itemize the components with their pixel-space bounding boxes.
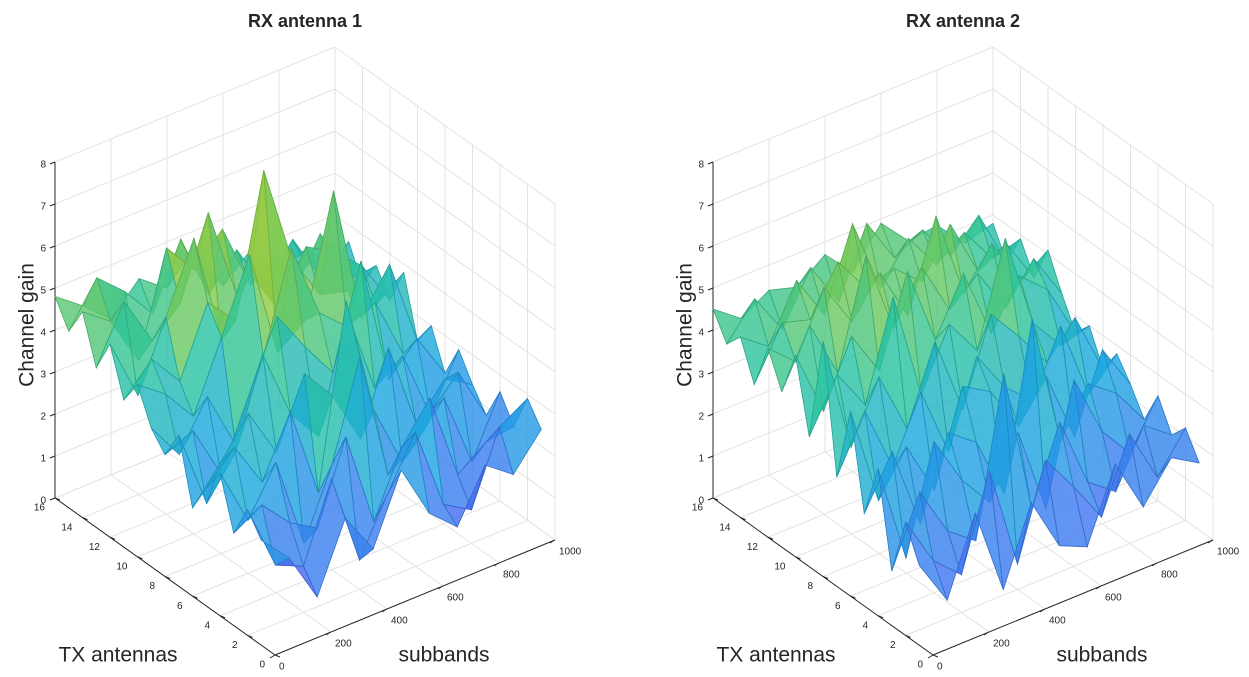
y-tick-label: 8	[807, 581, 813, 592]
axis-line	[274, 539, 556, 656]
z-tick-label: 4	[698, 328, 704, 339]
z-tick-label: 3	[40, 370, 46, 381]
z-tick-label: 6	[698, 244, 704, 255]
y-tick-label: 10	[774, 562, 786, 573]
tick-mark	[707, 203, 714, 207]
x-tick-label: 400	[1049, 616, 1066, 627]
x-tick-label: 0	[937, 662, 943, 673]
tick-mark	[707, 161, 714, 165]
y-tick-label: 6	[177, 601, 183, 612]
tick-mark	[707, 371, 714, 375]
y-tick-label: 16	[692, 503, 704, 514]
z-tick-label: 2	[698, 412, 704, 423]
chart-title: RX antenna 1	[248, 11, 362, 31]
grid-line	[54, 88, 336, 205]
surface	[54, 170, 542, 599]
surface-cell	[905, 521, 948, 601]
z-tick-label: 8	[40, 160, 46, 171]
z-tick-label: 0	[40, 496, 46, 507]
y-tick-label: 10	[116, 562, 128, 573]
tick-mark	[274, 654, 281, 658]
y-tick-label: 12	[747, 542, 759, 553]
axis-line	[54, 497, 276, 656]
z-tick-label: 6	[40, 244, 46, 255]
tick-mark	[707, 287, 714, 291]
tick-mark	[269, 654, 276, 659]
z-tick-label: 7	[40, 202, 46, 213]
y-tick-label: 0	[917, 660, 923, 671]
tick-mark	[49, 203, 56, 207]
grid-line	[712, 130, 994, 247]
y-tick-label: 14	[61, 522, 73, 533]
tick-mark	[707, 455, 714, 459]
y-tick-label: 6	[835, 601, 841, 612]
z-tick-label: 1	[698, 454, 704, 465]
axis-line	[712, 497, 934, 656]
z-axis-label: Channel gain	[16, 263, 39, 387]
y-axis-label: TX antennas	[58, 644, 177, 667]
x-tick-label: 600	[447, 593, 464, 604]
y-tick-label: 14	[719, 522, 731, 533]
y-tick-label: 2	[232, 640, 238, 651]
x-axis-label: subbands	[1056, 644, 1147, 667]
surface	[712, 214, 1200, 602]
y-tick-label: 4	[204, 620, 210, 631]
x-tick-label: 200	[335, 639, 352, 650]
tick-mark	[707, 497, 714, 501]
grid-line	[712, 88, 994, 205]
tick-mark	[49, 413, 56, 417]
z-axis-label: Channel gain	[674, 263, 697, 387]
tick-mark	[49, 287, 56, 291]
x-tick-label: 200	[993, 639, 1010, 650]
z-tick-label: 5	[698, 286, 704, 297]
z-tick-label: 0	[698, 496, 704, 507]
grid-line	[54, 172, 336, 289]
y-axis-label: TX antennas	[716, 644, 835, 667]
z-tick-label: 4	[40, 328, 46, 339]
chart-title: RX antenna 2	[906, 11, 1020, 31]
tick-mark	[927, 654, 934, 659]
x-tick-label: 0	[279, 662, 285, 673]
x-axis-label: subbands	[398, 644, 489, 667]
y-tick-label: 12	[89, 542, 101, 553]
x-tick-label: 800	[503, 570, 520, 581]
z-tick-label: 2	[40, 412, 46, 423]
tick-mark	[932, 654, 939, 658]
tick-mark	[49, 497, 56, 501]
tick-mark	[49, 245, 56, 249]
axis-line	[932, 539, 1214, 656]
x-tick-label: 600	[1105, 593, 1122, 604]
grid-line	[54, 46, 336, 163]
y-tick-label: 4	[862, 620, 868, 631]
z-tick-label: 7	[698, 202, 704, 213]
tick-mark	[49, 161, 56, 165]
y-tick-label: 2	[890, 640, 896, 651]
tick-mark	[49, 455, 56, 459]
grid-line	[54, 130, 336, 247]
tick-mark	[49, 371, 56, 375]
z-tick-label: 8	[698, 160, 704, 171]
tick-mark	[707, 245, 714, 249]
surface-cell	[247, 509, 291, 566]
x-tick-label: 1000	[559, 547, 582, 558]
x-tick-label: 800	[1161, 570, 1178, 581]
y-tick-label: 16	[34, 503, 46, 514]
y-tick-label: 0	[259, 660, 265, 671]
x-tick-label: 400	[391, 616, 408, 627]
grid-line	[905, 519, 1186, 636]
y-tick-label: 8	[149, 581, 155, 592]
tick-mark	[707, 329, 714, 333]
tick-mark	[707, 413, 714, 417]
x-tick-label: 1000	[1217, 547, 1240, 558]
z-tick-label: 1	[40, 454, 46, 465]
grid-line	[712, 46, 994, 163]
tick-mark	[49, 329, 56, 333]
grid-line	[247, 519, 528, 636]
z-tick-label: 3	[698, 370, 704, 381]
z-tick-label: 5	[40, 286, 46, 297]
